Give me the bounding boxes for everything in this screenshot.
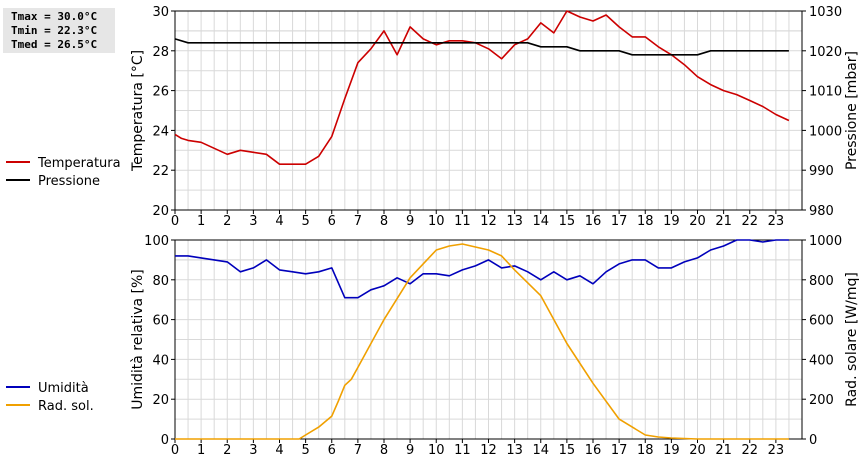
legend-label: Pressione [38,174,100,189]
x-tick-label: 13 [506,443,523,458]
x-tick-label: 7 [354,443,362,458]
y-tick-label: 0 [161,433,169,448]
y2-tick-label: 400 [809,353,834,368]
x-tick-label: 21 [715,443,732,458]
x-tick-label: 16 [585,443,602,458]
x-tick-label: 8 [380,443,388,458]
x-tick-label: 5 [301,443,309,458]
legend-label: Rad. sol. [38,399,94,414]
x-tick-label: 17 [611,443,628,458]
x-tick-label: 19 [663,214,680,229]
x-tick-label: 4 [275,443,283,458]
y2-tick-label: 1000 [809,124,842,139]
series-line-umidit [175,239,789,299]
x-tick-label: 15 [559,443,576,458]
x-tick-label: 14 [532,214,549,229]
y2-tick-label: 800 [809,274,834,289]
x-tick-label: 6 [328,214,336,229]
x-tick-label: 7 [354,214,362,229]
x-tick-label: 23 [768,214,785,229]
x-tick-label: 0 [171,214,179,229]
series-line-rad-sol [175,243,789,440]
tmax-text: Tmax = 30.0°C [11,10,98,23]
y2-tick-label: 600 [809,314,834,329]
x-tick-label: 0 [171,443,179,458]
x-tick-label: 5 [301,214,309,229]
x-tick-label: 10 [428,214,445,229]
y-tick-label: 20 [152,393,169,408]
x-tick-label: 23 [768,443,785,458]
x-tick-label: 16 [585,214,602,229]
y2-tick-label: 0 [809,433,817,448]
legend-label: Umidità [38,381,89,396]
y-axis-title: Temperatura [°C] [130,50,146,172]
x-tick-label: 20 [689,214,706,229]
x-tick-label: 19 [663,443,680,458]
x-tick-label: 9 [406,214,414,229]
y-tick-label: 80 [152,274,169,289]
x-tick-label: 12 [480,443,497,458]
x-tick-label: 1 [197,443,205,458]
legend-label: Temperatura [37,156,121,171]
x-tick-label: 18 [637,214,654,229]
y2-axis-title: Rad. solare [W/mq] [844,272,860,407]
x-tick-label: 22 [741,443,758,458]
x-tick-label: 1 [197,214,205,229]
chart-panel-1: 0 1 2 3 4 5 6 7 8 9 10 11 12 13 14 15 16 17 18 19 20 21 22 2320… [6,5,860,229]
y-tick-label: 24 [152,124,169,139]
stats-box: Tmax = 30.0°C Tmin = 22.3°C Tmed = 26.5°… [3,8,115,53]
x-tick-label: 10 [428,443,445,458]
x-tick-label: 18 [637,443,654,458]
chart-panel-2: 0 1 2 3 4 5 6 7 8 9 10 11 12 13 14 15 16 17 18 19 20 21 22 2302… [6,234,860,458]
x-tick-label: 4 [275,214,283,229]
x-tick-label: 15 [559,214,576,229]
y2-axis-title: Pressione [mbar] [844,51,860,170]
y2-tick-label: 1010 [809,85,842,100]
y2-tick-label: 1030 [809,5,842,20]
y-tick-label: 28 [152,45,169,60]
x-tick-label: 11 [454,214,471,229]
y-tick-label: 30 [152,5,169,20]
x-tick-label: 20 [689,443,706,458]
y-tick-label: 20 [152,204,169,219]
y-axis-title: Umidità relativa [%] [130,269,146,410]
x-tick-label: 11 [454,443,471,458]
tmed-text: Tmed = 26.5°C [11,38,98,51]
x-tick-label: 2 [223,214,231,229]
x-tick-label: 12 [480,214,497,229]
x-tick-label: 2 [223,443,231,458]
x-tick-label: 17 [611,214,628,229]
y-tick-label: 40 [152,353,169,368]
y2-tick-label: 200 [809,393,834,408]
y-tick-label: 60 [152,314,169,329]
x-tick-label: 21 [715,214,732,229]
series-line-pressione [174,38,789,56]
tmin-text: Tmin = 22.3°C [11,24,98,37]
x-tick-label: 3 [249,443,257,458]
y-tick-label: 100 [144,234,169,249]
x-tick-label: 3 [249,214,257,229]
x-tick-label: 14 [532,443,549,458]
x-tick-label: 13 [506,214,523,229]
x-tick-label: 6 [328,443,336,458]
x-tick-label: 9 [406,443,414,458]
y2-tick-label: 980 [809,204,834,219]
y2-tick-label: 990 [809,164,834,179]
y-tick-label: 26 [152,85,169,100]
x-tick-label: 22 [741,214,758,229]
y2-tick-label: 1000 [809,234,842,249]
y2-tick-label: 1020 [809,45,842,60]
x-tick-label: 8 [380,214,388,229]
y-tick-label: 22 [152,164,169,179]
